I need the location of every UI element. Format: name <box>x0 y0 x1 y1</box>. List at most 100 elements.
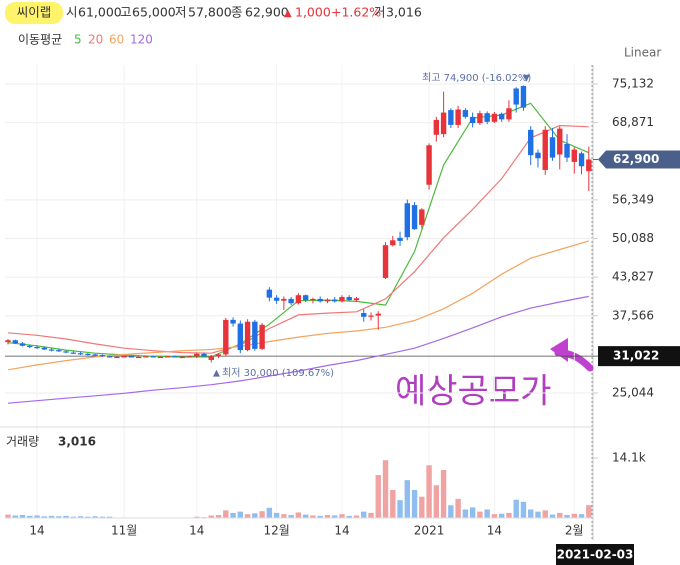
x-tick-label: 2021 <box>414 524 445 538</box>
candle-body <box>586 159 592 172</box>
volume-bar <box>63 515 69 518</box>
volume-bar <box>41 516 47 518</box>
volume-bar <box>77 516 84 518</box>
ma-line <box>7 295 589 404</box>
y-tick-label: 50,088 <box>612 231 654 245</box>
stock-badge[interactable] <box>5 2 63 24</box>
volume-bar <box>535 511 541 518</box>
volume-bar <box>506 512 512 518</box>
volume-bar <box>426 465 432 518</box>
volume-bar <box>106 516 113 518</box>
candle-body <box>215 354 222 357</box>
candle-body <box>440 112 447 135</box>
reference-tag <box>598 346 680 367</box>
volume-bar <box>513 499 519 518</box>
volume-bar <box>302 514 309 518</box>
candle-body <box>317 298 323 302</box>
candle-body <box>128 356 135 358</box>
volume-bar <box>324 515 331 518</box>
volume-bar <box>295 512 302 518</box>
candle-body <box>5 340 11 343</box>
x-tick-label: 2월 <box>565 524 584 538</box>
candle-body <box>513 88 519 105</box>
volume-bar <box>12 515 18 518</box>
close-value: 62,900 <box>245 5 289 20</box>
volume-bar <box>5 514 11 518</box>
volume-bar <box>564 515 570 518</box>
candle-body <box>390 240 396 246</box>
candle-body <box>201 353 207 357</box>
volume-bar <box>433 485 440 518</box>
volume-bar <box>498 513 505 518</box>
volume-bar <box>404 480 410 518</box>
volume-bar <box>455 498 461 518</box>
candle-body <box>361 313 367 317</box>
candle-body <box>528 129 534 156</box>
volume-bar <box>520 501 527 518</box>
low-annotation: 최저 30,000 (109.67%) <box>222 367 334 379</box>
x-tick-label: 14 <box>334 524 349 538</box>
candle-body <box>135 356 142 359</box>
scale-mode[interactable]: Linear <box>624 46 661 60</box>
candle-body <box>150 356 156 358</box>
volume-bar <box>317 515 323 518</box>
volume-bar <box>266 507 273 518</box>
candle-body <box>99 355 106 357</box>
candle-body <box>48 349 55 351</box>
volume-label: 거 <box>374 5 386 20</box>
candle-body <box>557 128 563 155</box>
date-tag <box>556 544 634 565</box>
candle-body <box>346 297 352 301</box>
ma-line <box>7 240 589 371</box>
candle-body <box>295 295 302 304</box>
candle-body <box>484 113 490 122</box>
x-tick-label: 14 <box>29 524 44 538</box>
volume-bar <box>48 515 55 518</box>
y-tick-label: 56,349 <box>612 192 654 206</box>
ma-line <box>7 124 589 354</box>
y-tick-label: 68,871 <box>612 115 654 129</box>
volume-bar <box>346 515 352 518</box>
candle-body <box>106 356 113 358</box>
high-value: 65,000 <box>132 5 176 20</box>
volume-bar <box>528 509 534 518</box>
volume-bar <box>288 515 294 518</box>
candle-body <box>41 347 47 350</box>
volume-value: 3,016 <box>386 5 422 20</box>
candle-body <box>63 351 69 353</box>
candle-body <box>375 313 381 316</box>
candle-body <box>114 356 120 359</box>
volume-bar <box>237 511 244 518</box>
volume-bar <box>397 500 403 518</box>
volume-bar <box>230 512 236 518</box>
volume-bar <box>462 509 469 518</box>
candle-body <box>19 343 26 346</box>
candle-body <box>237 323 244 351</box>
candle-body <box>157 356 164 359</box>
high-annotation: 최고 74,900 (-16.02%) <box>422 72 531 84</box>
volume-bar <box>332 515 338 518</box>
candle-body <box>469 116 476 124</box>
volume-bar <box>194 516 200 518</box>
volume-bar <box>491 514 498 518</box>
candle-body <box>208 356 214 360</box>
last-price-tag <box>598 150 680 169</box>
volume-bar <box>390 489 396 518</box>
candle-body <box>143 356 149 358</box>
candle-body <box>77 353 84 355</box>
change-arrow: ▲ <box>284 8 292 19</box>
candle-body <box>578 153 585 167</box>
ma-legend-entry: 60 <box>109 33 124 47</box>
candle-body <box>34 347 40 349</box>
high-marker: ▼ <box>523 74 530 84</box>
candle-body <box>535 152 541 159</box>
open-label: 시 <box>66 5 78 20</box>
candle-body <box>194 353 200 357</box>
volume-bar <box>19 515 26 518</box>
candle-body <box>448 110 454 125</box>
candle-body <box>426 145 432 185</box>
candle-body <box>27 345 33 348</box>
volume-bar <box>252 513 258 518</box>
candle-body <box>70 352 77 354</box>
candle-body <box>266 289 273 298</box>
